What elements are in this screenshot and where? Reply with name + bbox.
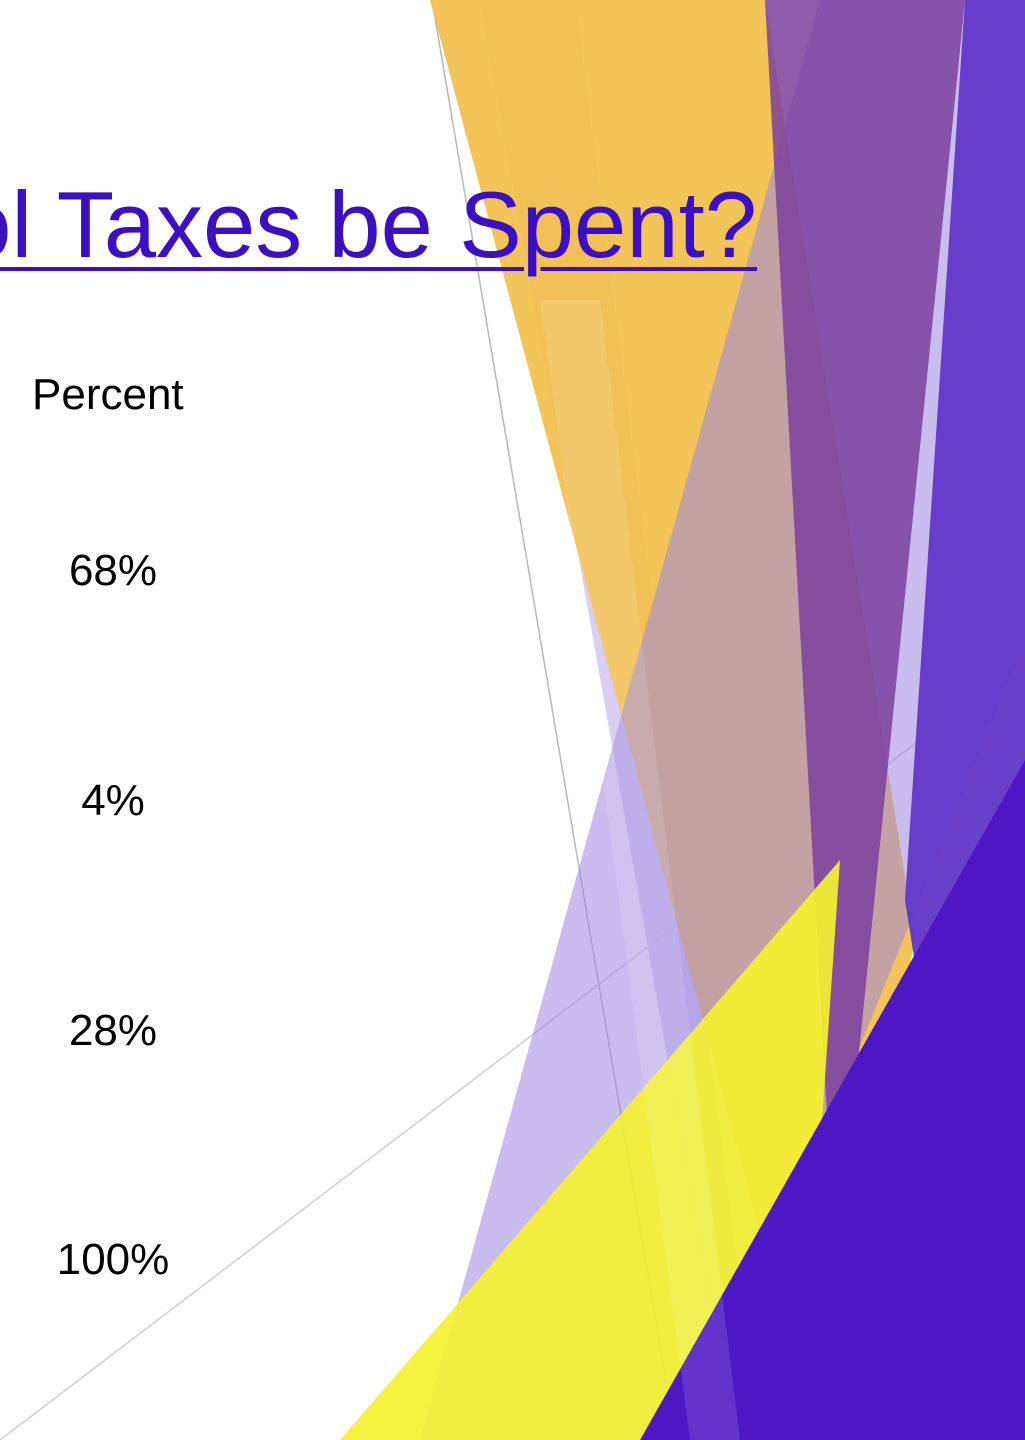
decor-yellow-triangle: [340, 860, 840, 1440]
decor-deep-purple: [640, 760, 1025, 1440]
slide-title: ol Taxes be Spent?: [0, 172, 757, 277]
table-cell-percent-1: 68%: [68, 546, 158, 595]
table-column-header-percent: Percent: [32, 370, 184, 419]
title-area: ol Taxes be Spent?: [0, 170, 1025, 310]
table-cell-percent-2: 4%: [81, 776, 145, 825]
decor-overlay-strip: [540, 300, 740, 1440]
table-cell-percent-total: 100%: [56, 1235, 170, 1284]
table-cell-percent-3: 28%: [68, 1006, 158, 1055]
decor-plum-strip: [765, 0, 965, 1440]
